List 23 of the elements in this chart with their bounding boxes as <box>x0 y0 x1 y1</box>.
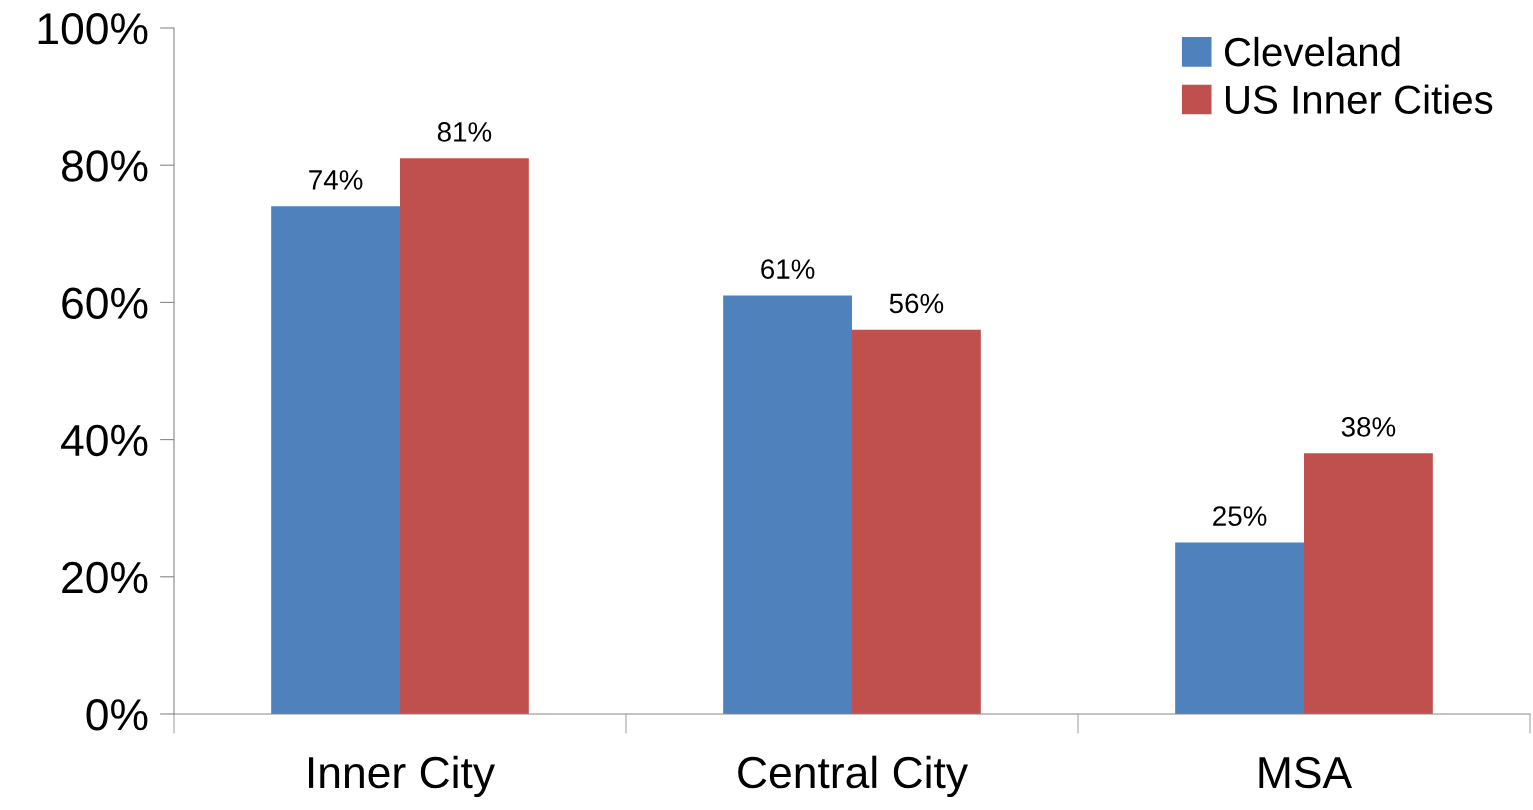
data-label: 56% <box>889 293 944 314</box>
bar <box>852 329 981 714</box>
data-label: 61% <box>761 259 815 279</box>
x-tick-label: Central City <box>738 755 968 798</box>
x-tick-label: Inner City <box>309 755 496 798</box>
y-tick-label: 60% <box>62 287 148 319</box>
bar <box>1304 453 1433 714</box>
data-label: 25% <box>1213 506 1267 526</box>
data-label: 74% <box>309 170 363 190</box>
y-tick-label: 100% <box>38 13 148 45</box>
bar <box>271 206 400 714</box>
y-tick-label: 0% <box>86 699 148 731</box>
legend-label: US Inner Cities <box>1226 84 1493 115</box>
bar <box>1175 542 1304 714</box>
legend-label: Cleveland <box>1224 36 1400 67</box>
x-tick-label: MSA <box>1259 756 1353 789</box>
bar <box>723 295 852 714</box>
y-tick-label: 40% <box>61 424 148 457</box>
data-label: 81% <box>437 122 492 142</box>
data-label: 38% <box>1341 417 1396 437</box>
y-tick-label: 20% <box>62 561 148 594</box>
bar <box>400 158 529 714</box>
y-tick-label: 80% <box>61 150 148 182</box>
